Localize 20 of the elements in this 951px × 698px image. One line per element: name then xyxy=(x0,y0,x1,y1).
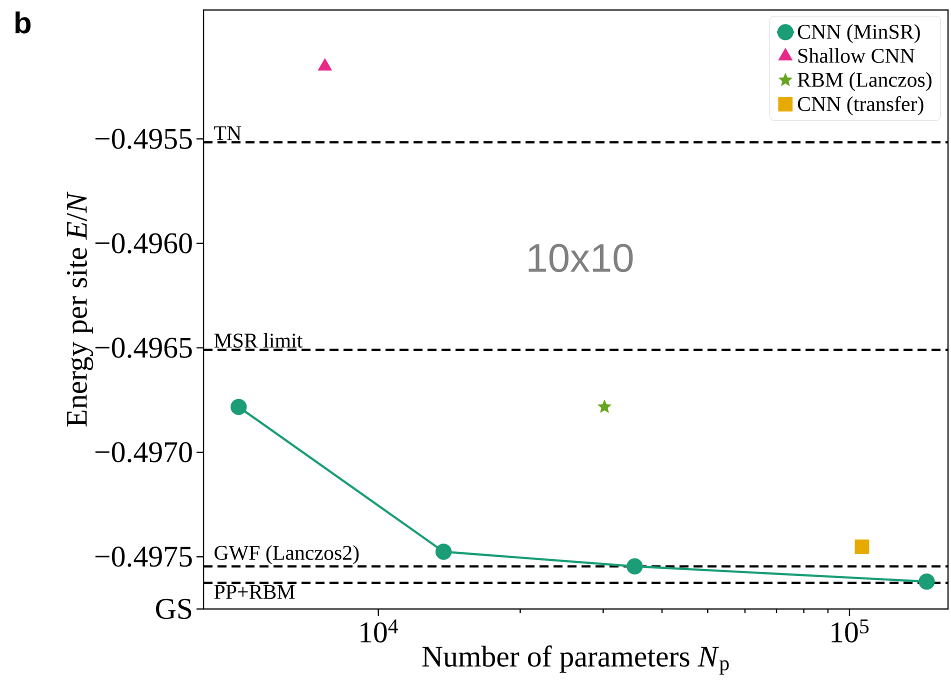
y-axis-title: Energy per site E/N xyxy=(66,192,94,426)
x-axis-title: Number of parameters N$_{p}$ xyxy=(422,645,729,675)
y-tick-label: −0.4975 xyxy=(95,546,192,567)
x-tick-label: 10$^{5}$ xyxy=(832,619,869,642)
y-tick-label: GS xyxy=(156,598,192,620)
legend-label: CNN (MinSR) xyxy=(798,24,920,44)
legend-label: CNN (transfer) xyxy=(798,96,924,116)
text: b xyxy=(15,12,31,34)
legend-label: RBM (Lanczos) xyxy=(798,72,932,92)
y-tick-label: −0.4955 xyxy=(95,128,192,150)
x-tick-label: 10$^{4}$ xyxy=(360,620,398,643)
ref-line-label: PP+RBM xyxy=(214,585,295,599)
annotation: 10x10 xyxy=(528,244,633,272)
y-tick-label: −0.4965 xyxy=(95,338,192,358)
ref-line-label: GWF (Lanczos2) xyxy=(214,545,359,564)
ref-line-label: TN xyxy=(214,126,242,140)
y-tick-label: −0.4960 xyxy=(95,233,192,254)
legend-label: Shallow CNN xyxy=(798,48,914,63)
ref-line-label: MSR limit xyxy=(214,332,303,348)
y-tick-label: −0.4970 xyxy=(95,442,192,462)
